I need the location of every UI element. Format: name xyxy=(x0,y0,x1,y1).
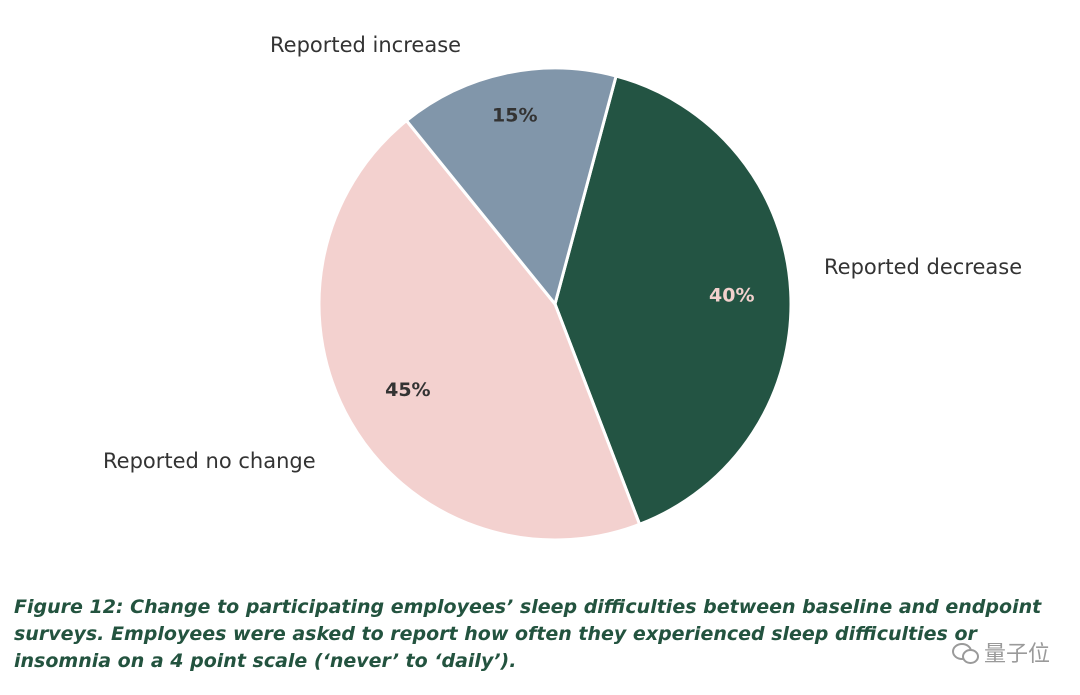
pie-slice-reported-no-change xyxy=(317,119,642,542)
figure-caption: Figure 12: Change to participating emplo… xyxy=(14,596,1042,672)
slice-category-label: Reported no change xyxy=(103,449,316,473)
slice-value-label: 45% xyxy=(385,379,430,401)
slice-category-label: Reported decrease xyxy=(824,255,1022,279)
wechat-icon xyxy=(951,641,979,664)
slice-value-label: 15% xyxy=(492,105,537,127)
slice-category-label: Reported increase xyxy=(270,33,461,57)
watermark-text: 量子位 xyxy=(983,642,1050,667)
pie-slice-reported-increase xyxy=(404,66,618,306)
pie-chart: 40% Reported decrease 45% Reported no chang… xyxy=(103,33,1022,542)
slice-value-label: 40% xyxy=(709,285,754,307)
watermark: 量子位 xyxy=(951,636,1050,668)
pie-slice-reported-decrease xyxy=(553,74,793,526)
